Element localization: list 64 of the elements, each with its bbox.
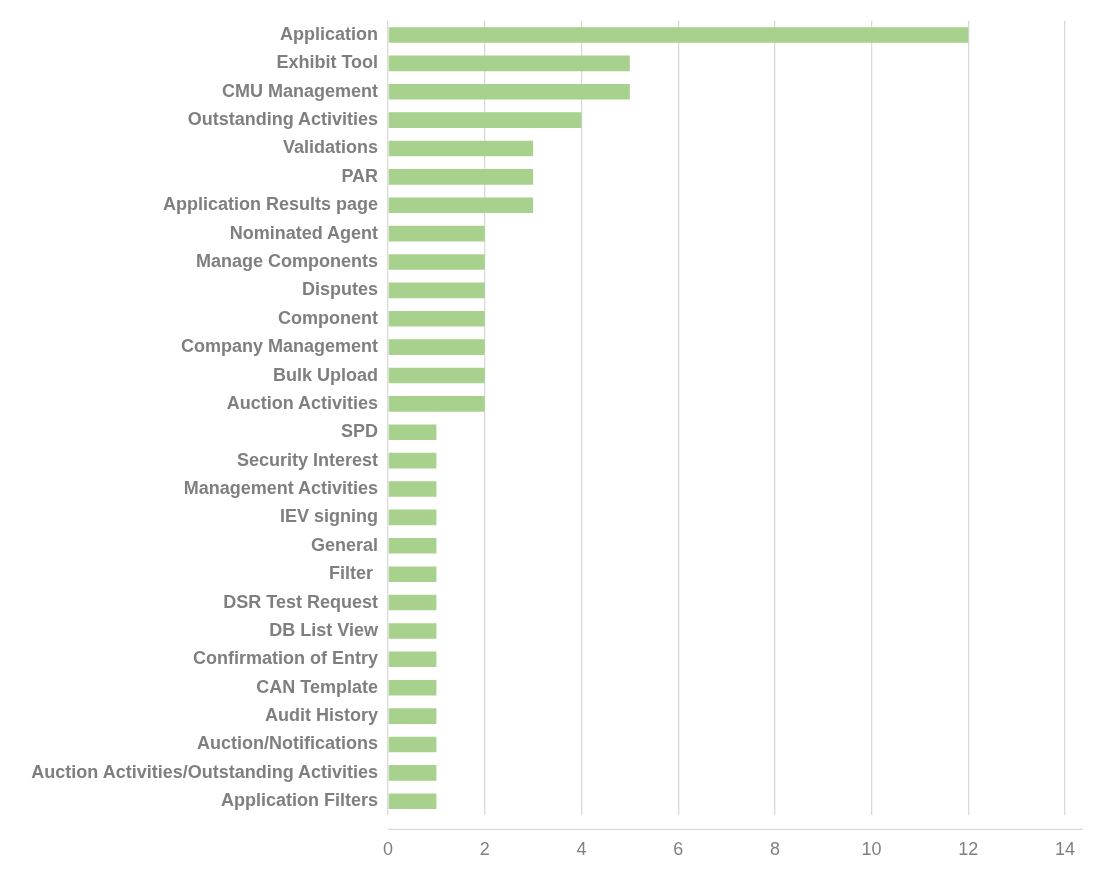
y-tick-label: Bulk Upload: [273, 364, 379, 385]
bar: [388, 282, 485, 299]
y-tick-label: Application: [280, 23, 379, 44]
bar: [388, 112, 582, 128]
y-tick-label: DB List View: [269, 619, 380, 640]
y-tick-label: DSR Test Request: [223, 591, 379, 612]
x-tick-label: 2: [479, 839, 490, 860]
bar: [388, 140, 534, 157]
bar: [388, 27, 969, 43]
bar: [388, 651, 437, 668]
bar: [388, 793, 437, 810]
bar: [388, 254, 485, 270]
y-tick-label: Auction Activities/Outstanding Activities: [31, 761, 379, 782]
bar: [388, 55, 630, 72]
bar: [388, 679, 437, 696]
bar: [388, 424, 437, 441]
x-tick-label: 6: [673, 839, 684, 860]
bar: [388, 509, 437, 526]
y-tick-label: Disputes: [302, 279, 379, 300]
y-tick-label: Application Filters: [221, 790, 379, 811]
y-tick-label: Exhibit Tool: [276, 52, 379, 73]
y-tick-label: Filter: [329, 563, 379, 584]
y-tick-label: General: [311, 534, 379, 555]
y-tick-label: PAR: [341, 165, 379, 186]
bar: [388, 310, 485, 327]
bar: [388, 367, 485, 384]
bar: [388, 396, 485, 412]
y-tick-label: IEV signing: [280, 506, 379, 527]
y-tick-label: Component: [278, 307, 379, 328]
bar: [388, 169, 534, 185]
bar: [388, 736, 437, 753]
bar: [388, 594, 437, 611]
y-tick-label: Company Management: [181, 336, 379, 357]
bar: [388, 339, 485, 355]
y-tick-label: Nominated Agent: [229, 222, 379, 243]
y-tick-label: CAN Template: [256, 676, 379, 697]
y-tick-label: Confirmation of Entry: [193, 648, 379, 669]
y-tick-label: Auction Activities: [226, 392, 379, 413]
y-tick-label: Application Results page: [163, 194, 379, 215]
y-tick-label: Validations: [283, 137, 379, 158]
bar: [388, 481, 437, 497]
y-tick-label: Audit History: [265, 705, 379, 726]
bar: [388, 452, 437, 469]
y-tick-label: Auction/Notifications: [197, 733, 379, 754]
y-tick-label: Outstanding Activities: [187, 109, 379, 130]
x-tick-label: 4: [576, 839, 587, 860]
y-tick-label: Security Interest: [236, 449, 379, 470]
y-tick-label: CMU Management: [222, 80, 379, 101]
bar: [388, 538, 437, 554]
bar: [388, 566, 437, 582]
bar: [388, 623, 437, 639]
y-tick-label: Management Activities: [183, 478, 379, 499]
bar: [388, 708, 437, 724]
x-tick-label: 8: [769, 839, 780, 860]
x-tick-label: 10: [861, 839, 882, 860]
bar: [388, 197, 534, 214]
y-tick-label: Manage Components: [196, 250, 379, 271]
x-tick-label: 12: [958, 839, 979, 860]
bar: [388, 225, 485, 242]
x-tick-label: 14: [1054, 839, 1076, 860]
bar: [388, 83, 630, 100]
bar: [388, 765, 437, 781]
y-tick-label: SPD: [341, 421, 379, 442]
x-tick-label: 0: [383, 839, 394, 860]
